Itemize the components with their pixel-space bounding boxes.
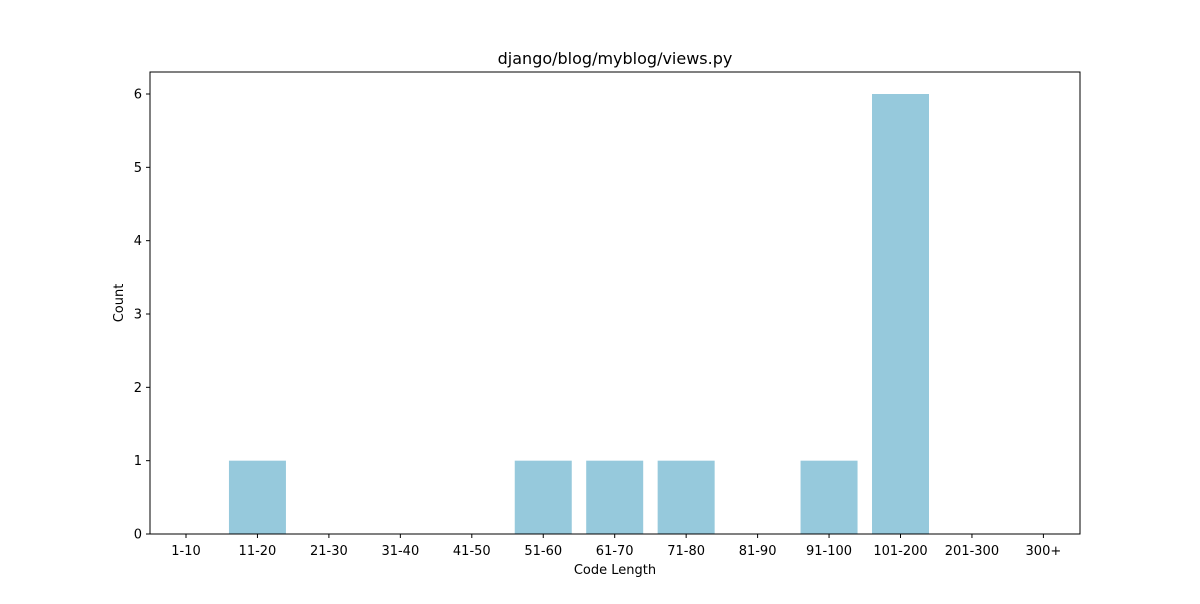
- bar-101-200: [872, 94, 929, 534]
- y-axis-label: Count: [112, 284, 127, 323]
- y-tick-label: 6: [134, 88, 142, 103]
- chart-title: django/blog/myblog/views.py: [498, 49, 733, 68]
- x-tick-label: 21-30: [310, 544, 348, 559]
- y-axis-ticks: 0 1 2 3 4 5 6: [134, 88, 150, 543]
- x-tick-label: 101-200: [873, 544, 927, 559]
- y-tick-label: 0: [134, 528, 142, 543]
- bar-61-70: [586, 460, 644, 534]
- x-axis-ticks: 1-10 11-20 21-30 31-40 41-50 51-60 61-70 71-80 8…: [171, 534, 1061, 559]
- y-tick-label: 2: [134, 381, 142, 396]
- y-tick-label: 1: [134, 454, 142, 469]
- x-tick-label: 61-70: [596, 544, 634, 559]
- x-tick-label: 1-10: [171, 544, 201, 559]
- bar-91-100: [800, 460, 858, 534]
- x-tick-label: 31-40: [381, 544, 419, 559]
- x-tick-label: 71-80: [667, 544, 705, 559]
- bar-51-60: [514, 460, 572, 534]
- y-tick-label: 3: [134, 308, 142, 323]
- x-tick-label: 51-60: [524, 544, 562, 559]
- y-tick-label: 5: [134, 161, 142, 176]
- x-tick-label: 300+: [1026, 544, 1062, 559]
- bar-11-20: [228, 460, 286, 534]
- x-tick-label: 201-300: [945, 544, 999, 559]
- plot-frame: [149, 71, 1081, 535]
- x-tick-label: 11-20: [239, 544, 277, 559]
- bar-71-80: [657, 460, 715, 534]
- x-tick-label: 81-90: [739, 544, 777, 559]
- y-tick-label: 4: [134, 234, 142, 249]
- x-tick-label: 41-50: [453, 544, 491, 559]
- x-axis-label: Code Length: [574, 563, 656, 578]
- bars-group: [228, 94, 929, 534]
- x-tick-label: 91-100: [806, 544, 852, 559]
